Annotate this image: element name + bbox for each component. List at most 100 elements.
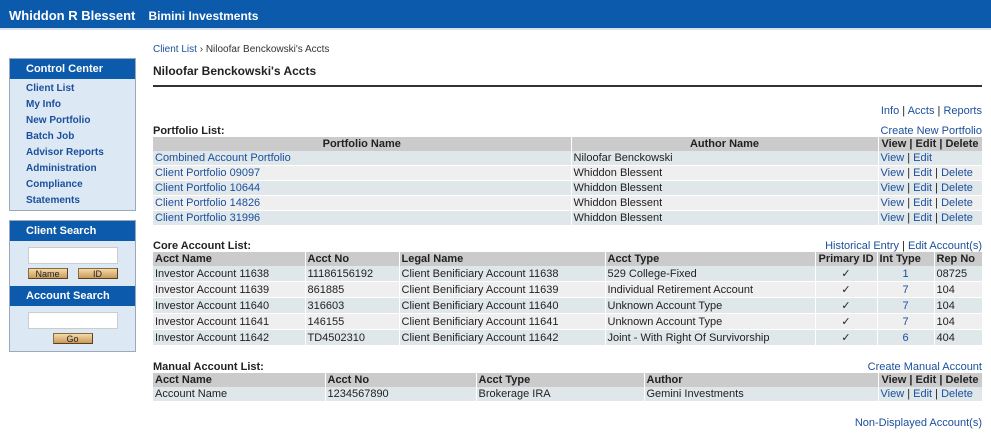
client-search-input[interactable] — [27, 247, 118, 264]
cell: Investor Account 11639 — [153, 281, 306, 299]
sidebar-item-statements[interactable]: Statements — [26, 195, 80, 206]
edit-link[interactable]: Edit — [913, 167, 933, 179]
sidebar-item-administration[interactable]: Administration — [26, 163, 97, 174]
reports-link[interactable]: Reports — [943, 105, 982, 117]
portfolio-link[interactable]: Client Portfolio 09097 — [155, 167, 261, 179]
edit-link[interactable]: Edit — [913, 388, 933, 401]
edit-accounts-link[interactable]: Edit Account(s) — [908, 240, 982, 252]
cell: 146155 — [305, 313, 400, 331]
delete-link[interactable]: Delete — [941, 182, 973, 194]
account-search-input[interactable] — [27, 312, 118, 329]
table-row: Investor Account 11642 TD4502310 Client Be… — [153, 329, 983, 347]
historical-entry-link[interactable]: Historical Entry — [825, 240, 900, 252]
view-link[interactable]: View — [880, 388, 905, 401]
table-row: Investor Account 11639 861885 Client Benif… — [153, 281, 983, 299]
delete-link[interactable]: Delete — [941, 388, 973, 401]
breadcrumb-client-list[interactable]: Client List — [153, 44, 197, 55]
col-int-type: Int Type — [877, 252, 935, 266]
table-row: Client Portfolio 14826 Whiddon Blessent Vi… — [153, 195, 983, 211]
col-rep-no: Rep No — [934, 252, 983, 266]
int-type-link[interactable]: 7 — [902, 315, 909, 328]
view-link[interactable]: View — [880, 197, 905, 209]
top-links: Info | Accts | Reports — [880, 105, 982, 117]
manual-account-table: Acct Name Acct No Acct Type Author View | Ed… — [153, 373, 983, 403]
non-displayed-accounts-link[interactable]: Non-Displayed Account(s) — [854, 417, 982, 430]
portfolio-link[interactable]: Client Portfolio 14826 — [155, 197, 261, 209]
delete-link[interactable]: Delete — [941, 167, 973, 179]
cell: Brokerage IRA — [476, 387, 645, 403]
int-type-link[interactable]: 1 — [902, 267, 909, 280]
edit-link[interactable]: Edit — [913, 182, 933, 194]
int-type-link[interactable]: 7 — [902, 299, 909, 312]
cell: 316603 — [305, 297, 400, 315]
cell: Client Benificiary Account 11639 — [399, 281, 606, 299]
cell: Gemini Investments — [644, 387, 879, 403]
table-row: Investor Account 11641 146155 Client Benif… — [153, 313, 983, 331]
cell: Individual Retirement Account — [605, 281, 816, 299]
check-icon: ✓ — [815, 281, 878, 299]
edit-link[interactable]: Edit — [913, 197, 933, 209]
portfolio-link[interactable]: Client Portfolio 10644 — [155, 182, 261, 194]
cell: Account Name — [153, 387, 326, 403]
author-cell: Whiddon Blessent — [571, 195, 879, 211]
actions-cell: View | Edit — [878, 151, 983, 166]
search-by-name-button[interactable]: Name — [27, 268, 68, 279]
portfolio-link[interactable]: Combined Account Portfolio — [155, 152, 291, 164]
control-center-title: Control Center — [10, 59, 135, 79]
sidebar-item-batch-job[interactable]: Batch Job — [26, 131, 75, 142]
portfolio-name-cell: Client Portfolio 31996 — [153, 210, 572, 226]
cell: Client Benificiary Account 11641 — [399, 313, 606, 331]
page-title: Niloofar Benckowski's Accts — [153, 64, 982, 87]
table-row: Investor Account 11638 11186156192 Client … — [153, 266, 983, 283]
info-link[interactable]: Info — [880, 105, 900, 117]
create-manual-account-link[interactable]: Create Manual Account — [867, 361, 982, 374]
cell: 861885 — [305, 281, 400, 299]
col-author: Author — [644, 373, 879, 388]
sidebar-item-compliance[interactable]: Compliance — [26, 179, 83, 190]
view-link[interactable]: View — [880, 167, 905, 179]
view-link[interactable]: View — [880, 182, 905, 194]
cell: Client Benificiary Account 11640 — [399, 297, 606, 315]
int-type-cell: 1 — [877, 266, 935, 283]
create-new-portfolio-link[interactable]: Create New Portfolio — [880, 125, 983, 137]
portfolio-table: Portfolio Name Author Name View | Edit | D… — [153, 137, 983, 226]
cell: Unknown Account Type — [605, 297, 816, 315]
author-cell: Whiddon Blessent — [571, 180, 879, 196]
cell: Unknown Account Type — [605, 313, 816, 331]
check-icon: ✓ — [815, 266, 878, 283]
sidebar-item-new-portfolio[interactable]: New Portfolio — [26, 115, 91, 126]
table-row: Client Portfolio 09097 Whiddon Blessent Vi… — [153, 165, 983, 181]
view-link[interactable]: View — [880, 152, 905, 164]
accts-link[interactable]: Accts — [907, 105, 935, 117]
cell: Investor Account 11642 — [153, 329, 306, 347]
cell: 11186156192 — [305, 266, 400, 283]
int-type-cell: 6 — [877, 329, 935, 347]
cell: Investor Account 11641 — [153, 313, 306, 331]
delete-link[interactable]: Delete — [941, 197, 973, 209]
sidebar-item-client-list[interactable]: Client List — [26, 83, 75, 94]
int-type-link[interactable]: 7 — [902, 283, 909, 296]
edit-link[interactable]: Edit — [913, 152, 933, 164]
check-icon: ✓ — [815, 313, 878, 331]
breadcrumb-current: Niloofar Benckowski's Accts — [205, 44, 330, 55]
author-cell: Whiddon Blessent — [571, 165, 879, 181]
search-by-id-button[interactable]: ID — [77, 268, 118, 279]
user-name: Whiddon R Blessent — [9, 8, 136, 23]
client-search-title: Client Search — [10, 221, 135, 241]
int-type-link[interactable]: 6 — [902, 331, 909, 344]
sidebar-item-my-info[interactable]: My Info — [26, 99, 61, 110]
cell: 529 College-Fixed — [605, 266, 816, 283]
cell: 08725 — [934, 266, 983, 283]
actions-cell: View | Edit | Delete — [878, 180, 983, 196]
cell: Client Benificiary Account 11638 — [399, 266, 606, 283]
portfolio-link[interactable]: Client Portfolio 31996 — [155, 212, 261, 224]
manual-account-list-title: Manual Account List: — [153, 361, 264, 374]
sidebar-item-advisor-reports[interactable]: Advisor Reports — [26, 147, 104, 158]
portfolio-list-title: Portfolio List: — [153, 125, 225, 137]
view-link[interactable]: View — [880, 212, 905, 224]
account-search-go-button[interactable]: Go — [52, 333, 93, 344]
delete-link[interactable]: Delete — [941, 212, 973, 224]
actions-cell: View | Edit | Delete — [878, 210, 983, 226]
col-view-edit-delete: View | Edit | Delete — [878, 373, 983, 388]
edit-link[interactable]: Edit — [913, 212, 933, 224]
